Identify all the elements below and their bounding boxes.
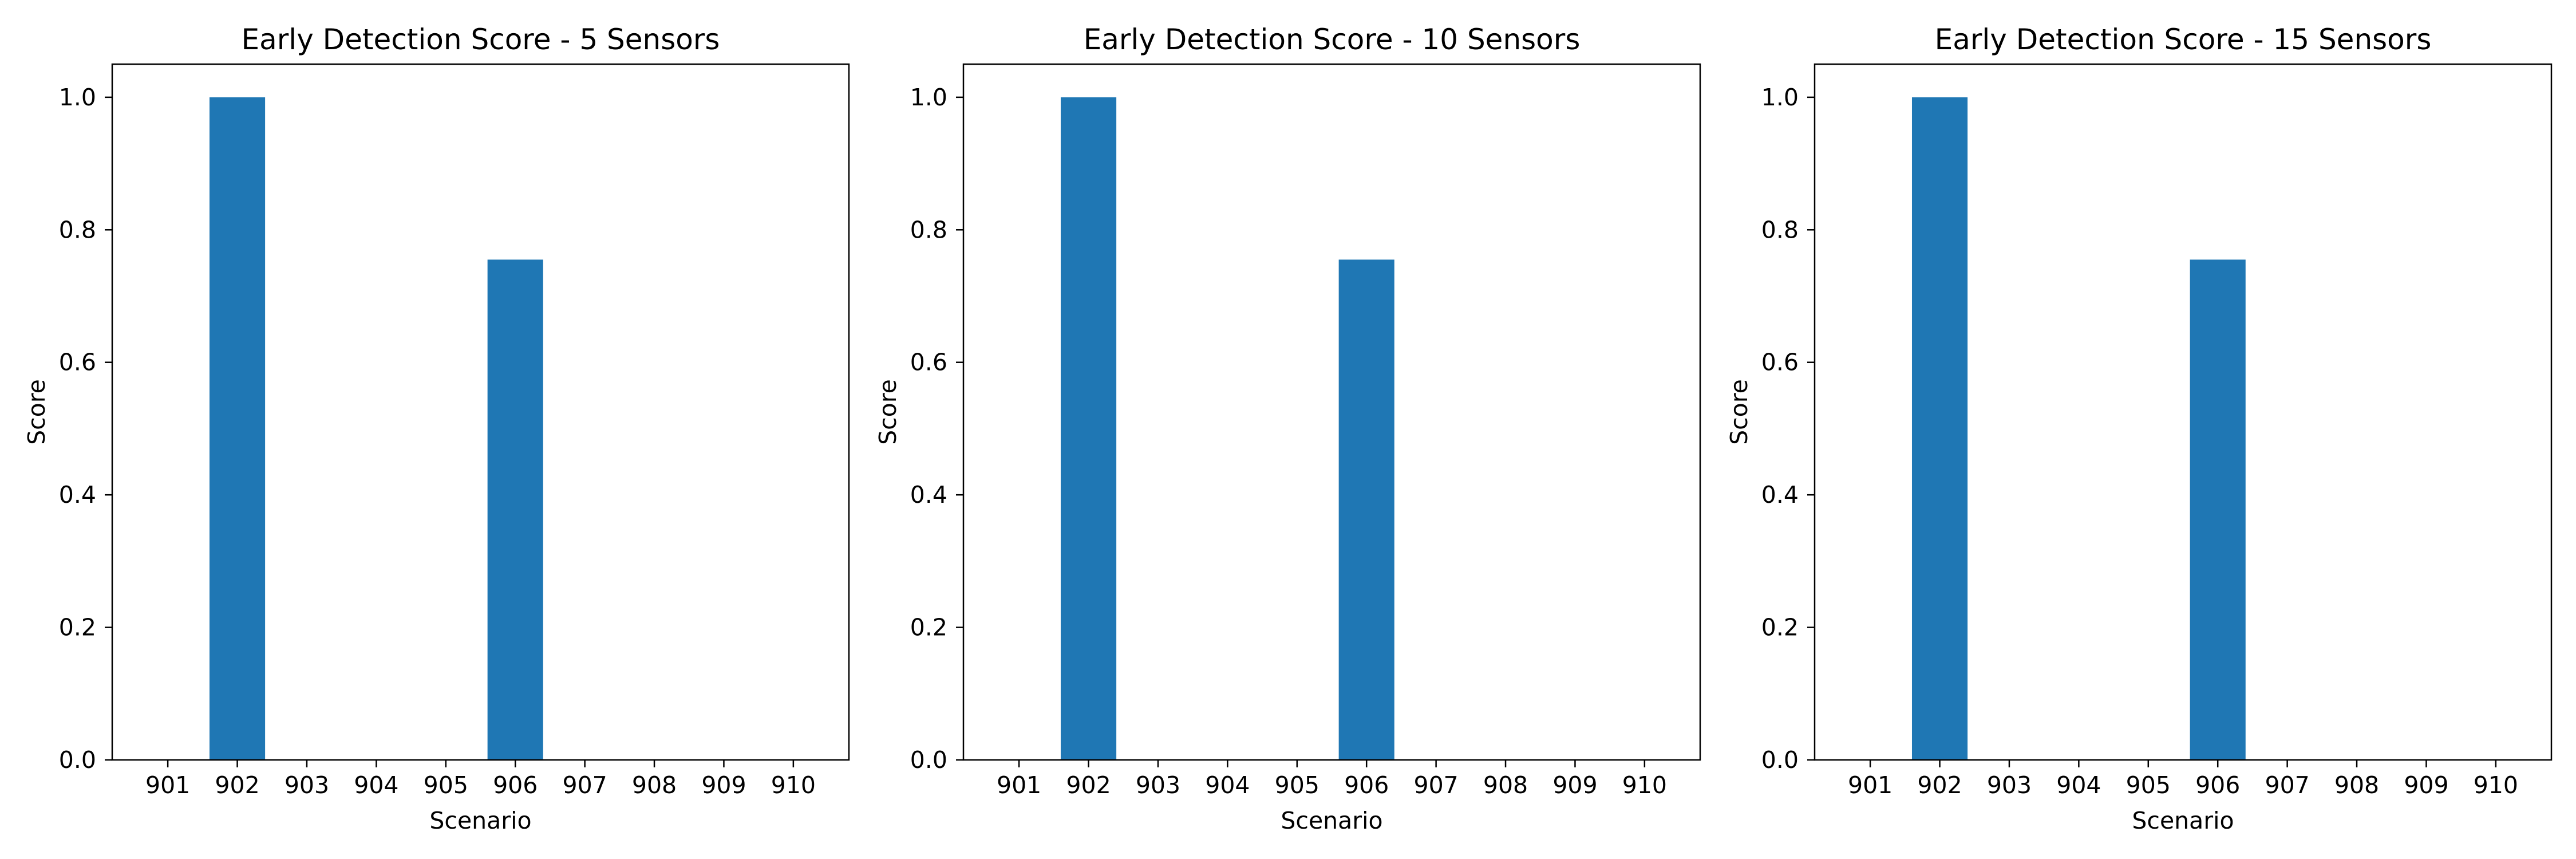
x-tick-label: 909 — [1552, 771, 1597, 799]
x-tick-label: 908 — [632, 771, 677, 799]
x-tick-label: 901 — [997, 771, 1041, 799]
plot-frame — [1814, 63, 2553, 761]
y-tick-label: 0.6 — [59, 349, 96, 376]
bar-902 — [1911, 97, 1968, 760]
chart-panel-5-sensors: Early Detection Score - 5 Sensors Scenar… — [23, 23, 850, 834]
y-tick-label: 0.2 — [59, 614, 96, 641]
y-tick-label: 0.8 — [1761, 216, 1799, 243]
x-tick-label: 903 — [285, 771, 329, 799]
y-tick-label: 0.2 — [1761, 614, 1799, 641]
x-tick-label: 901 — [1848, 771, 1893, 799]
tick-group: 901 902 903 904 905 906 907 908 909 910 0.0 0.2 0.4 0… — [1761, 84, 2518, 799]
y-tick-label: 0.4 — [59, 481, 96, 509]
plot-frame — [111, 63, 850, 761]
x-tick-label: 908 — [2334, 771, 2379, 799]
x-tick-label: 902 — [1066, 771, 1111, 799]
y-tick-label: 0.4 — [1761, 481, 1799, 509]
y-tick-label: 0.0 — [910, 746, 947, 774]
bar-906 — [487, 259, 543, 760]
x-tick-label: 901 — [145, 771, 190, 799]
x-tick-label: 910 — [2474, 771, 2518, 799]
y-axis-label: Score — [874, 379, 902, 445]
x-tick-label: 902 — [215, 771, 259, 799]
chart-title: Early Detection Score - 5 Sensors — [242, 23, 720, 56]
bar-group — [1060, 97, 1394, 760]
x-tick-label: 904 — [2056, 771, 2101, 799]
x-tick-label: 906 — [1344, 771, 1389, 799]
y-tick-label: 1.0 — [1761, 84, 1799, 111]
x-tick-label: 907 — [1413, 771, 1458, 799]
x-tick-label: 905 — [1275, 771, 1319, 799]
y-tick-label: 0.8 — [910, 216, 947, 243]
x-tick-label: 903 — [1136, 771, 1180, 799]
plot-frame — [962, 63, 1701, 761]
y-tick-label: 0.6 — [1761, 349, 1799, 376]
tick-group: 901 902 903 904 905 906 907 908 909 910 0.0 0.2 0.4 0… — [910, 84, 1667, 799]
y-axis-label: Score — [1725, 379, 1753, 445]
x-tick-label: 905 — [424, 771, 468, 799]
y-tick-label: 1.0 — [910, 84, 947, 111]
y-tick-label: 0.0 — [1761, 746, 1799, 774]
y-tick-label: 0.2 — [910, 614, 947, 641]
x-tick-label: 907 — [2265, 771, 2309, 799]
chart-title: Early Detection Score - 15 Sensors — [1935, 23, 2432, 56]
bar-group — [1911, 97, 2246, 760]
x-tick-label: 909 — [2404, 771, 2448, 799]
x-tick-label: 903 — [1987, 771, 2032, 799]
y-tick-label: 0.4 — [910, 481, 947, 509]
bar-906 — [2190, 259, 2246, 760]
y-tick-label: 0.8 — [59, 216, 96, 243]
y-tick-label: 0.6 — [910, 349, 947, 376]
chart-panel-15-sensors: Early Detection Score - 15 Sensors Scena… — [1725, 23, 2553, 834]
x-tick-label: 910 — [1622, 771, 1667, 799]
y-axis-label: Score — [23, 379, 50, 445]
x-tick-label: 908 — [1483, 771, 1528, 799]
x-tick-label: 910 — [771, 771, 816, 799]
x-tick-label: 905 — [2126, 771, 2171, 799]
bar-group — [209, 97, 543, 760]
x-tick-label: 902 — [1917, 771, 1962, 799]
x-axis-label: Scenario — [1281, 807, 1382, 834]
x-tick-label: 907 — [562, 771, 607, 799]
chart-title: Early Detection Score - 10 Sensors — [1084, 23, 1581, 56]
chart-panel-10-sensors: Early Detection Score - 10 Sensors Scena… — [874, 23, 1701, 834]
y-tick-label: 0.0 — [59, 746, 96, 774]
x-axis-label: Scenario — [429, 807, 531, 834]
bar-906 — [1338, 259, 1394, 760]
x-axis-label: Scenario — [2132, 807, 2234, 834]
x-tick-label: 904 — [354, 771, 398, 799]
x-tick-label: 906 — [2195, 771, 2240, 799]
x-tick-label: 906 — [493, 771, 538, 799]
bar-902 — [1060, 97, 1117, 760]
tick-group: 901 902 903 904 905 906 907 908 909 910 0.0 0.2 0.4 0… — [59, 84, 816, 799]
x-tick-label: 904 — [1205, 771, 1250, 799]
x-tick-label: 909 — [701, 771, 746, 799]
y-tick-label: 1.0 — [59, 84, 96, 111]
bar-902 — [209, 97, 266, 760]
